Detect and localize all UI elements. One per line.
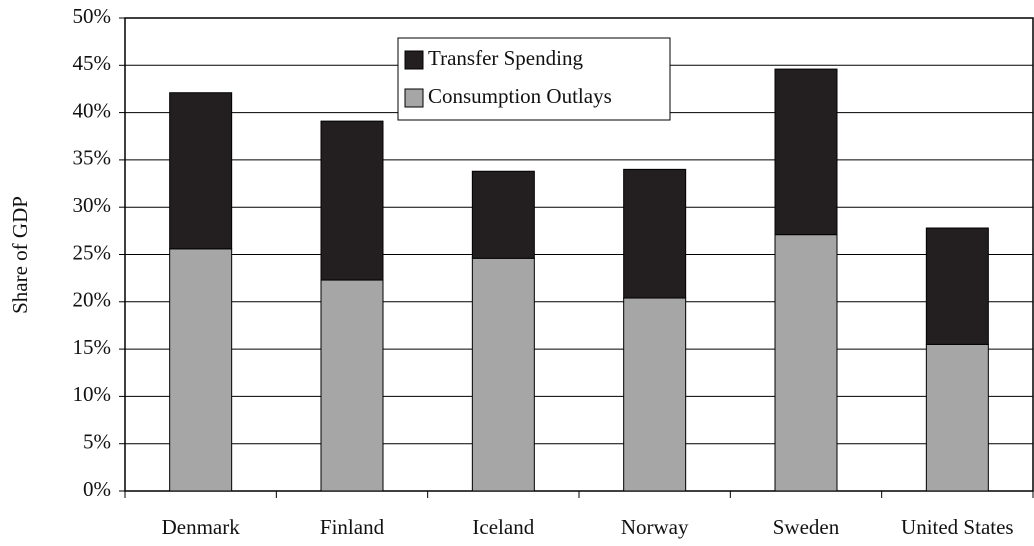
legend-label: Transfer Spending	[428, 46, 583, 70]
y-tick-label: 45%	[73, 51, 112, 75]
y-tick-label: 30%	[73, 193, 112, 217]
y-tick-label: 15%	[73, 335, 112, 359]
y-tick-label: 35%	[73, 146, 112, 170]
y-tick-label: 5%	[83, 430, 111, 454]
y-tick-label: 25%	[73, 240, 112, 264]
bar-segment	[774, 234, 838, 492]
x-tick-label: Sweden	[773, 515, 840, 539]
y-tick-label: 50%	[73, 4, 112, 28]
x-tick-label: Denmark	[162, 515, 241, 539]
y-tick-label: 0%	[83, 477, 111, 501]
x-tick-label: Norway	[621, 515, 689, 539]
legend-box	[397, 37, 671, 121]
bar-segment	[320, 279, 384, 492]
bar-segment	[169, 248, 233, 492]
bar-segment	[320, 120, 384, 281]
bar-segment	[623, 168, 687, 299]
bar-segment	[623, 297, 687, 492]
y-tick-label: 40%	[73, 98, 112, 122]
bar-segment	[925, 343, 989, 492]
x-tick-label: United States	[901, 515, 1014, 539]
legend-swatch	[404, 88, 424, 108]
y-axis-label: Share of GDP	[8, 196, 32, 314]
bar-segment	[774, 68, 838, 236]
bar-segment	[471, 170, 535, 259]
x-tick-label: Iceland	[472, 515, 534, 539]
y-tick-label: 20%	[73, 288, 112, 312]
bar-segment	[169, 92, 233, 250]
legend-swatch	[404, 50, 424, 70]
bar-segment	[471, 257, 535, 492]
y-tick-label: 10%	[73, 382, 112, 406]
legend-label: Consumption Outlays	[428, 84, 612, 108]
x-tick-label: Finland	[320, 515, 385, 539]
bar-segment	[925, 227, 989, 345]
